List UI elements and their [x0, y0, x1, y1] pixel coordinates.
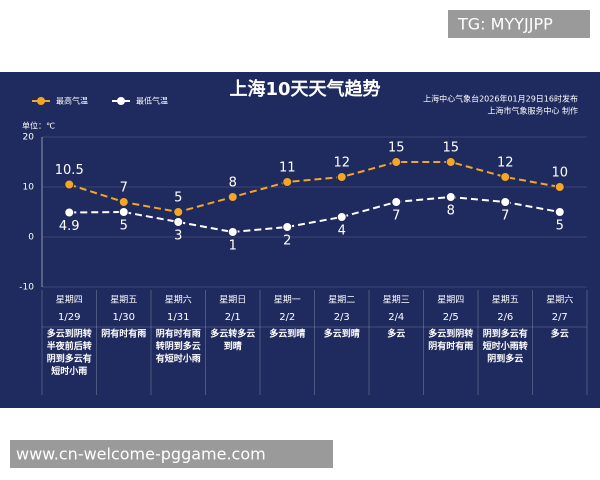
weather-text: 多云 [387, 328, 405, 340]
x-tick-label: 2/1 [225, 312, 241, 323]
data-label: 7 [120, 181, 128, 196]
source-line: 上海市气象服务中心 制作 [487, 106, 578, 116]
weather-text: 有短时小雨 [156, 353, 201, 365]
x-tick-label: 2/5 [443, 312, 459, 323]
x-tick-label: 1/30 [113, 312, 135, 323]
data-label: 4.9 [59, 219, 80, 234]
data-point [227, 192, 238, 202]
data-point [554, 182, 565, 192]
weekday-label: 星期六 [165, 294, 192, 306]
weather-text: 短时小雨转 [483, 340, 528, 352]
data-label: 11 [279, 161, 296, 176]
weather-text: 阴到多云 [487, 353, 523, 365]
chart-title: 上海10天天气趋势 [229, 78, 380, 100]
weather-text: 短时小雨 [51, 365, 87, 377]
legend-label: 最低气温 [136, 96, 168, 106]
weekday-label: 星期三 [383, 295, 410, 306]
y-tick-label: 20 [23, 133, 35, 143]
weekday-label: 星期五 [110, 295, 137, 306]
legend-label: 最高气温 [56, 96, 88, 106]
data-label: 15 [442, 141, 459, 156]
data-point [445, 157, 456, 167]
data-label: 5 [174, 191, 182, 206]
data-point [554, 207, 565, 217]
weather-text: 半夜前后转 [47, 340, 92, 352]
weekday-label: 星期六 [546, 294, 573, 306]
data-label: 1 [229, 239, 237, 254]
data-label: 12 [333, 156, 350, 171]
data-point [64, 179, 75, 190]
weekday-label: 星期四 [437, 295, 464, 306]
x-tick-label: 1/31 [167, 312, 189, 323]
weather-text: 多云到阴转 [428, 328, 473, 340]
weather-text: 多云到晴 [269, 328, 305, 340]
data-point [391, 157, 402, 167]
data-point [173, 217, 184, 227]
weekday-label: 星期五 [492, 295, 519, 306]
data-point [282, 177, 293, 187]
data-label: 7 [501, 209, 509, 224]
y-axis-label: 单位：℃ [22, 121, 55, 131]
y-tick-label: -10 [19, 283, 34, 293]
x-tick-label: 2/3 [334, 312, 350, 323]
data-point [500, 172, 511, 182]
weekday-label: 星期日 [219, 295, 246, 306]
weather-text: 多云转多云 [210, 328, 255, 340]
x-tick-label: 2/4 [388, 312, 404, 323]
x-tick-label: 2/7 [552, 312, 568, 323]
weather-text: 阴到多云有 [47, 353, 92, 365]
data-point [336, 212, 347, 222]
data-label: 5 [120, 219, 128, 234]
x-tick-label: 2/2 [279, 312, 295, 323]
weather-text: 转阴到多云 [156, 340, 201, 352]
data-point [336, 172, 347, 182]
data-label: 12 [497, 156, 514, 171]
y-tick-label: 0 [28, 233, 34, 243]
x-tick-label: 2/6 [497, 312, 513, 323]
weekday-label: 星期二 [328, 295, 355, 306]
x-tick-label: 1/29 [58, 312, 80, 323]
legend-marker [37, 97, 45, 105]
chart-panel [0, 72, 600, 408]
data-label: 5 [556, 219, 564, 234]
weather-text: 多云到阴转 [47, 328, 92, 340]
weather-text: 多云到晴 [324, 328, 360, 340]
data-point [173, 207, 184, 217]
data-label: 10 [551, 166, 568, 181]
weather-text: 阴有时有雨 [428, 340, 473, 352]
data-label: 10.5 [55, 163, 84, 178]
watermark-text: TG: MYYJJPP [457, 15, 553, 34]
weather-text: 多云 [551, 328, 569, 340]
data-point [391, 197, 402, 207]
weather-text: 阴有时有雨 [101, 328, 146, 340]
data-point [118, 207, 129, 217]
data-label: 4 [338, 224, 346, 239]
data-label: 8 [447, 204, 455, 219]
data-label: 3 [174, 229, 182, 244]
watermark-text: www.cn-welcome-pggame.com [16, 445, 266, 464]
series-line [68, 161, 560, 214]
data-label: 7 [392, 209, 400, 224]
weather-text: 阴有时有雨 [156, 328, 201, 340]
data-label: 15 [388, 141, 405, 156]
series-line [69, 195, 560, 234]
data-point [445, 192, 456, 202]
weather-text: 到晴 [224, 340, 242, 352]
legend-marker [117, 97, 125, 105]
data-label: 2 [283, 234, 291, 249]
weather-text: 阴到多云有 [483, 328, 528, 340]
weekday-label: 星期一 [274, 295, 301, 306]
data-label: 8 [229, 176, 237, 191]
data-point [282, 222, 293, 232]
source-line: 上海中心气象台2026年01月29日16时发布 [423, 94, 578, 104]
y-tick-label: 10 [23, 183, 35, 193]
data-point [500, 197, 511, 207]
weekday-label: 星期四 [56, 295, 83, 306]
data-point [118, 197, 129, 207]
data-point [227, 227, 238, 237]
watermark-box [448, 10, 590, 38]
watermark-box [10, 440, 333, 468]
data-point [64, 207, 75, 218]
